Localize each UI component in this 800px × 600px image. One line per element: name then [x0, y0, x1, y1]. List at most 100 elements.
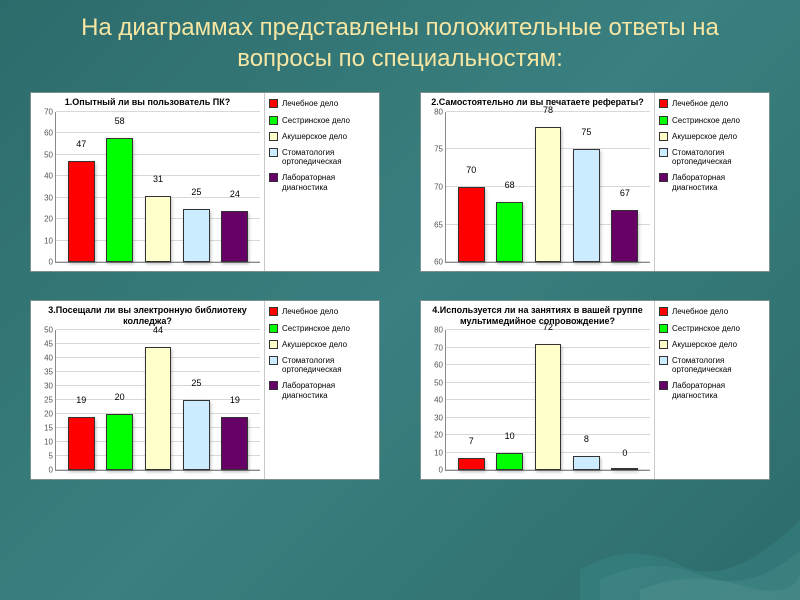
bar [68, 161, 95, 262]
chart-area: 4.Используется ли на занятиях в вашей гр… [421, 301, 654, 479]
ytick-label: 30 [44, 382, 56, 391]
bar [611, 210, 638, 263]
ytick-label: 25 [44, 396, 56, 405]
chart-grid: 1.Опытный ли вы пользователь ПК?01020304… [0, 82, 800, 500]
chart-area: 2.Самостоятельно ли вы печатаете реферат… [421, 93, 654, 271]
bar [496, 202, 523, 262]
legend-item: Сестринское дело [269, 324, 375, 333]
chart-title: 3.Посещали ли вы электронную библиотеку … [35, 305, 260, 326]
ytick-label: 30 [434, 413, 446, 422]
bar [68, 417, 95, 470]
legend-item: Акушерское дело [269, 340, 375, 349]
ytick-label: 65 [434, 220, 446, 229]
bar [106, 138, 133, 263]
legend-swatch [659, 132, 668, 141]
ytick-label: 60 [434, 361, 446, 370]
bar-wrap: 25 [177, 330, 215, 470]
ytick-label: 40 [44, 354, 56, 363]
legend-item: Сестринское дело [659, 116, 765, 125]
ytick-label: 70 [434, 183, 446, 192]
bar [535, 127, 562, 263]
bar-value-label: 44 [153, 325, 163, 336]
ytick-label: 60 [434, 258, 446, 267]
legend-item: Стоматология ортопедическая [659, 356, 765, 374]
chart-area: 1.Опытный ли вы пользователь ПК?01020304… [31, 93, 264, 271]
legend-item: Лечебное дело [659, 99, 765, 108]
ytick-label: 5 [49, 452, 56, 461]
bars-container: 1920442519 [56, 330, 260, 470]
ytick-label: 10 [434, 448, 446, 457]
legend-label: Лабораторная диагностика [672, 381, 765, 399]
ytick-label: 10 [44, 236, 56, 245]
plot-area: 60657075807068787567 [445, 112, 650, 264]
legend-item: Стоматология ортопедическая [269, 148, 375, 166]
legend-label: Сестринское дело [282, 324, 350, 333]
ytick-label: 75 [434, 145, 446, 154]
ytick-label: 0 [439, 466, 446, 475]
bar-value-label: 8 [584, 434, 589, 445]
ytick-label: 30 [44, 193, 56, 202]
legend-swatch [659, 381, 668, 390]
legend-item: Акушерское дело [659, 340, 765, 349]
legend-label: Лечебное дело [672, 307, 728, 316]
plot-area: 0102030405060704758312524 [55, 112, 260, 264]
ytick-label: 60 [44, 129, 56, 138]
legend-label: Лабораторная диагностика [282, 173, 375, 191]
legend-swatch [269, 307, 278, 316]
ytick-label: 20 [434, 431, 446, 440]
legend-swatch [269, 340, 278, 349]
ytick-label: 50 [44, 150, 56, 159]
legend-swatch [269, 148, 278, 157]
bar [183, 209, 210, 263]
bar [496, 453, 523, 471]
legend-item: Акушерское дело [269, 132, 375, 141]
legend-label: Акушерское дело [282, 340, 347, 349]
bar [221, 211, 248, 263]
bar-value-label: 31 [153, 174, 163, 185]
bar [573, 456, 600, 470]
legend-item: Лабораторная диагностика [659, 173, 765, 191]
legend-swatch [269, 116, 278, 125]
page-title: На диаграммах представлены положительные… [0, 0, 800, 82]
legend-swatch [659, 173, 668, 182]
bar-wrap: 70 [452, 112, 490, 263]
bars-container: 7068787567 [446, 112, 650, 263]
legend: Лечебное дело Сестринское дело Акушерское … [654, 93, 769, 271]
bar-wrap: 19 [62, 330, 100, 470]
ytick-label: 0 [49, 258, 56, 267]
legend-swatch [659, 324, 668, 333]
bars-container: 4758312524 [56, 112, 260, 263]
bar [535, 344, 562, 470]
chart-title: 2.Самостоятельно ли вы печатаете реферат… [425, 97, 650, 107]
bar-value-label: 75 [581, 127, 591, 138]
bar [573, 149, 600, 262]
legend-swatch [269, 356, 278, 365]
bar-wrap: 72 [529, 330, 567, 470]
bar-wrap: 67 [606, 112, 644, 263]
bar [145, 196, 172, 263]
legend-item: Стоматология ортопедическая [659, 148, 765, 166]
legend: Лечебное дело Сестринское дело Акушерское … [654, 301, 769, 479]
bar [145, 347, 172, 470]
legend-label: Лабораторная диагностика [672, 173, 765, 191]
legend-item: Акушерское дело [659, 132, 765, 141]
bar-wrap: 0 [606, 330, 644, 470]
legend-label: Лечебное дело [672, 99, 728, 108]
bar-wrap: 25 [177, 112, 215, 263]
legend-label: Сестринское дело [672, 324, 740, 333]
plot-area: 010203040506070807107280 [445, 330, 650, 471]
legend-label: Акушерское дело [672, 132, 737, 141]
legend-item: Лабораторная диагностика [659, 381, 765, 399]
legend-swatch [659, 99, 668, 108]
legend-item: Сестринское дело [659, 324, 765, 333]
legend-label: Лабораторная диагностика [282, 381, 375, 399]
bar-value-label: 72 [543, 322, 553, 333]
plot-area: 051015202530354045501920442519 [55, 330, 260, 471]
legend-label: Акушерское дело [672, 340, 737, 349]
bar [611, 468, 638, 470]
ytick-label: 15 [44, 424, 56, 433]
chart-panel: 1.Опытный ли вы пользователь ПК?01020304… [30, 92, 380, 272]
legend-item: Лабораторная диагностика [269, 381, 375, 399]
legend-label: Акушерское дело [282, 132, 347, 141]
ytick-label: 80 [434, 326, 446, 335]
